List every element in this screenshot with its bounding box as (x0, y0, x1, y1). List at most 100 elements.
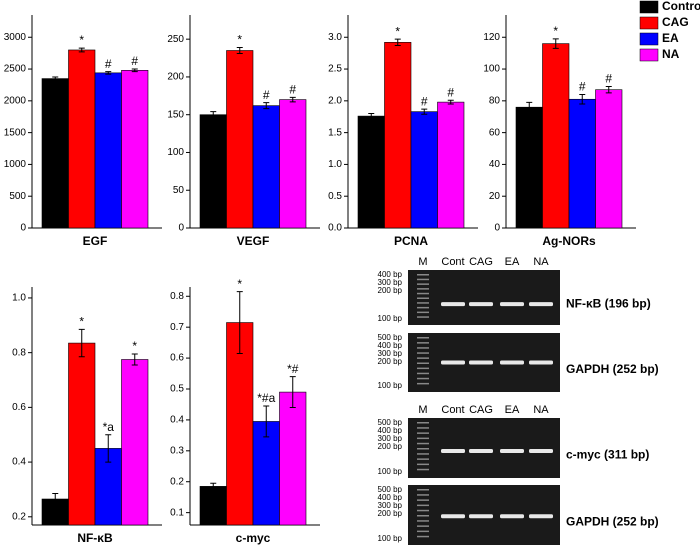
significance-mark: *#a (257, 391, 275, 405)
lane-label: M (418, 404, 427, 416)
x-axis-label: c-myc (236, 531, 271, 545)
blot-label: GAPDH (252 bp) (566, 514, 659, 528)
lane-label: EA (505, 256, 520, 268)
y-tick-label: 0.4 (12, 457, 26, 468)
gel-image (408, 418, 560, 478)
y-tick-label: 100 (483, 64, 500, 75)
y-tick-label: 0.6 (12, 402, 26, 413)
y-tick-label: 1.5 (328, 127, 342, 138)
significance-mark: # (579, 80, 586, 94)
product-band (469, 302, 493, 307)
ladder-label: 500 bp (378, 333, 403, 342)
ladder-band (417, 382, 429, 385)
product-band (441, 302, 465, 307)
error-bar (579, 93, 586, 105)
ladder-band (417, 278, 429, 281)
error-bar (131, 68, 138, 73)
y-tick-label: 20 (489, 191, 501, 202)
error-bar (78, 47, 85, 53)
significance-mark: # (131, 54, 138, 68)
bar (515, 106, 543, 229)
y-tick-label: 1.0 (328, 159, 342, 170)
ladder-band (417, 362, 429, 364)
bar (94, 72, 122, 229)
error-bar (421, 108, 428, 115)
gel-image (408, 270, 560, 325)
bar (68, 49, 96, 229)
ladder-band (417, 499, 429, 501)
legend-label: CAG (662, 15, 689, 29)
bar (226, 50, 254, 229)
error-bar (105, 71, 112, 75)
ladder-label: 100 bp (378, 381, 403, 390)
product-band (469, 360, 493, 365)
y-tick-label: 2.5 (328, 64, 342, 75)
y-tick-label: 1.0 (12, 293, 26, 304)
y-tick-label: 0.7 (170, 322, 184, 333)
product-band (441, 360, 465, 365)
lane-label: Cont (441, 404, 464, 416)
product-band (500, 449, 524, 453)
ladder-label: 200 bp (378, 357, 403, 366)
y-tick-label: 3000 (4, 32, 27, 43)
error-bar (552, 38, 559, 49)
ladder-label: 500 bp (378, 485, 403, 494)
y-tick-label: 2500 (4, 64, 27, 75)
ladder-band (417, 288, 429, 290)
bar (279, 391, 307, 526)
x-axis-label: EGF (83, 234, 108, 248)
product-band (441, 514, 465, 519)
error-bar (131, 353, 138, 366)
significance-mark: * (395, 24, 400, 38)
error-bar (447, 99, 454, 105)
legend-label: Control (662, 0, 700, 13)
ladder-label: 300 bp (378, 434, 403, 443)
y-tick-label: 0.5 (328, 191, 342, 202)
significance-mark: * (79, 315, 84, 329)
error-bar (52, 76, 59, 81)
significance-mark: * (237, 277, 242, 291)
lane-label: M (418, 256, 427, 268)
error-bar (105, 434, 112, 463)
y-tick-label: 0.2 (170, 476, 184, 487)
lane-label: EA (505, 404, 520, 416)
product-band (500, 302, 524, 307)
significance-mark: * (79, 33, 84, 47)
y-tick-label: 1500 (4, 127, 27, 138)
ladder-label: 200 bp (378, 286, 403, 295)
ladder-label: 300 bp (378, 501, 403, 510)
y-tick-label: 0 (20, 223, 26, 234)
error-bar (236, 291, 243, 354)
ladder-band (417, 458, 429, 460)
y-tick-label: 1000 (4, 159, 27, 170)
y-tick-label: 0 (178, 223, 184, 234)
ladder-band (417, 337, 429, 339)
y-tick-label: 500 (9, 191, 26, 202)
ladder-band (417, 367, 429, 370)
error-bar (526, 101, 533, 113)
product-band (469, 449, 493, 453)
ladder-label: 100 bp (378, 534, 403, 543)
blot-label: NF-κB (196 bp) (566, 296, 651, 310)
ladder-band (417, 302, 429, 304)
ladder-band (417, 342, 429, 344)
significance-mark: # (605, 72, 612, 86)
bar (199, 486, 227, 526)
x-axis-label: NF-κB (77, 531, 113, 545)
product-band (469, 514, 493, 519)
legend-label: NA (662, 47, 680, 61)
ladder-band (417, 530, 429, 533)
y-tick-label: 0.5 (170, 384, 184, 395)
ladder-band (417, 306, 429, 309)
ladder-band (417, 448, 429, 450)
bar (252, 421, 280, 526)
product-band (500, 514, 524, 519)
ladder-band (417, 489, 429, 491)
ladder-band (417, 468, 429, 471)
ladder-band (417, 520, 429, 522)
y-tick-label: 3.0 (328, 32, 342, 43)
y-tick-label: 0.1 (170, 507, 184, 518)
ladder-label: 400 bp (378, 493, 403, 502)
lane-label: Cont (441, 256, 464, 268)
y-tick-label: 0.0 (328, 223, 342, 234)
